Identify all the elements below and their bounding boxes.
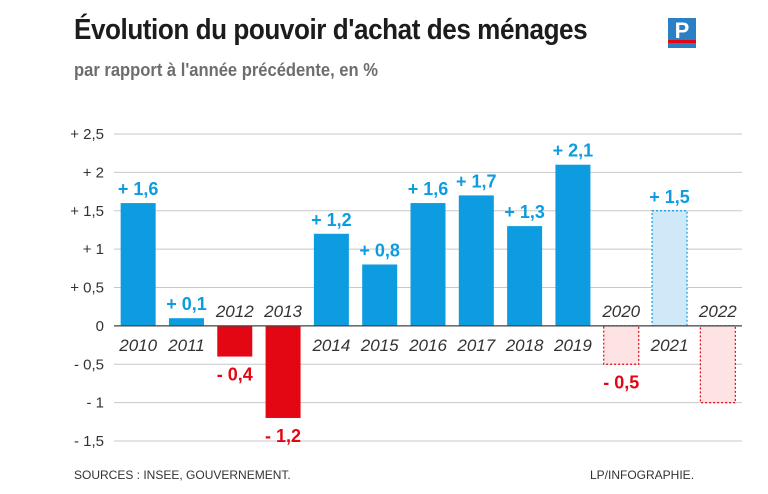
data-label: + 1,6 <box>118 179 159 199</box>
x-category-label: 2011 <box>167 336 205 355</box>
data-label: - 0,5 <box>603 372 639 392</box>
y-tick-label: + 0,5 <box>70 280 104 297</box>
logo-letter: P <box>675 18 690 43</box>
credit-note: LP/INFOGRAPHIE. <box>590 468 695 482</box>
bar-2012 <box>217 325 253 357</box>
x-category-label: 2014 <box>311 336 350 355</box>
y-tick-label: + 1 <box>83 241 104 258</box>
x-category-label: 2018 <box>505 336 544 355</box>
data-label: + 2,1 <box>553 141 594 161</box>
data-label: - 1,2 <box>265 426 301 446</box>
bar-2022 <box>699 325 736 404</box>
bar-2015 <box>362 264 398 326</box>
bar-2020 <box>603 325 640 365</box>
y-tick-label: - 0,5 <box>74 356 104 373</box>
bar-2017 <box>458 195 494 326</box>
le-parisien-logo-icon: P <box>668 18 696 48</box>
y-tick-label: + 1,5 <box>70 203 104 220</box>
bar-2018 <box>507 226 543 326</box>
bar-2013 <box>265 325 301 418</box>
y-tick-label: 0 <box>96 318 104 335</box>
data-label: + 0,8 <box>359 240 400 260</box>
x-category-label: 2016 <box>408 336 447 355</box>
y-tick-label: + 2 <box>83 164 104 181</box>
x-category-label: 2021 <box>650 336 689 355</box>
data-label: + 1,3 <box>504 202 545 222</box>
x-category-label: 2015 <box>360 336 399 355</box>
bar-2016 <box>410 203 446 326</box>
data-label: + 0,1 <box>166 294 207 314</box>
data-label: + 1,6 <box>408 179 449 199</box>
bar-2011 <box>168 318 204 326</box>
bar-2010 <box>120 203 156 326</box>
x-category-label: 2020 <box>601 302 640 321</box>
y-tick-label: - 1,5 <box>74 433 104 450</box>
chart-subtitle: par rapport à l'année précédente, en % <box>74 60 378 80</box>
x-category-label: 2010 <box>118 336 157 355</box>
bar-2019 <box>555 164 591 326</box>
x-category-label: 2019 <box>553 336 592 355</box>
y-tick-label: + 2,5 <box>70 126 104 143</box>
x-category-label: 2013 <box>263 302 302 321</box>
data-label: - 0,4 <box>217 365 253 385</box>
x-category-label: 2017 <box>456 336 495 355</box>
data-label: + 1,5 <box>649 187 690 207</box>
x-category-label: 2012 <box>215 302 254 321</box>
bar-2021 <box>651 210 688 327</box>
bar-2014 <box>313 233 349 326</box>
y-tick-label: - 1 <box>86 395 104 412</box>
sources-note: SOURCES : INSEE, GOUVERNEMENT. <box>74 468 291 482</box>
data-label: + 1,2 <box>311 210 352 230</box>
data-label: + 1,7 <box>456 171 497 191</box>
chart-title: Évolution du pouvoir d'achat des ménages <box>74 14 588 46</box>
x-category-label: 2022 <box>698 302 737 321</box>
